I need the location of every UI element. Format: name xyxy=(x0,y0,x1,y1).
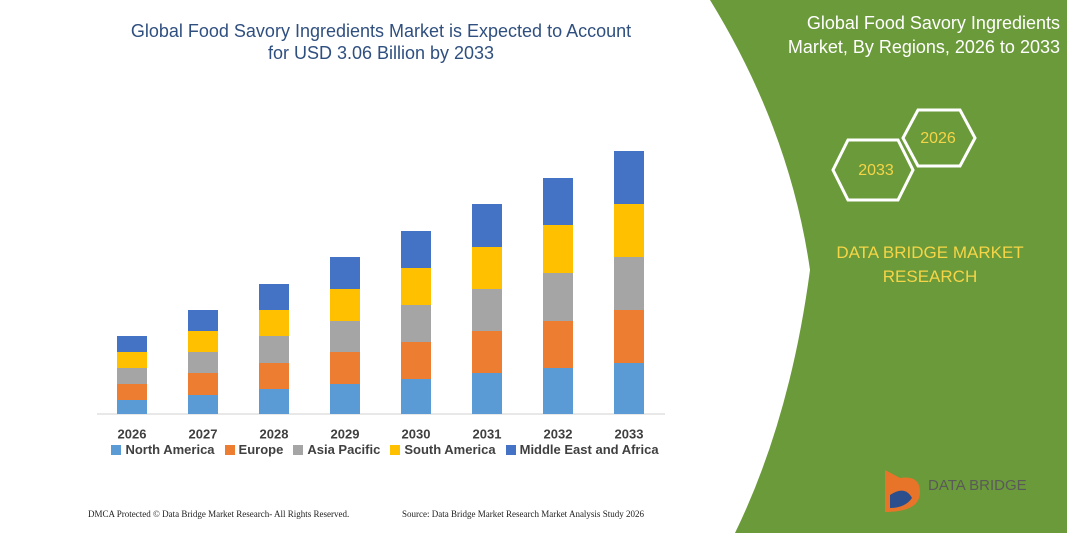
bar-segment xyxy=(614,204,644,257)
bar-segment xyxy=(543,273,573,321)
panel-title: Global Food Savory Ingredients Market, B… xyxy=(787,13,1060,57)
bar-segment xyxy=(330,289,360,321)
bar-segment xyxy=(401,342,431,379)
bar-segment xyxy=(330,257,360,289)
bar-segment xyxy=(614,257,644,310)
bar-segment xyxy=(188,352,218,373)
legend-swatch xyxy=(293,444,304,455)
bar-segment xyxy=(472,204,502,247)
legend-label: South America xyxy=(404,442,496,457)
legend-item: Middle East and Africa xyxy=(505,442,659,457)
footer-left: DMCA Protected © Data Bridge Market Rese… xyxy=(88,509,350,519)
legend-item: Asia Pacific xyxy=(293,442,380,457)
bar-segment xyxy=(188,395,218,414)
x-tick-label: 2028 xyxy=(260,426,289,441)
bar-segment xyxy=(259,284,289,310)
logo-text: DATA BRIDGE xyxy=(928,477,1027,494)
bar-segment xyxy=(188,310,218,331)
hex-label: 2026 xyxy=(920,130,956,147)
legend-label: Middle East and Africa xyxy=(519,442,659,457)
legend-swatch xyxy=(111,444,122,455)
bar-segment xyxy=(401,305,431,342)
bar-segment xyxy=(401,379,431,414)
legend-item: North America xyxy=(111,442,215,457)
bar-segment xyxy=(117,368,147,384)
bar-segment xyxy=(188,331,218,352)
footer-right: Source: Data Bridge Market Research Mark… xyxy=(402,509,644,519)
hexagon xyxy=(831,138,915,202)
x-tick-label: 2033 xyxy=(615,426,644,441)
legend-label: North America xyxy=(125,442,215,457)
bar-segment xyxy=(614,151,644,204)
bar-segment xyxy=(543,225,573,273)
x-tick-label: 2027 xyxy=(189,426,218,441)
bar-segment xyxy=(401,231,431,268)
bar-segment xyxy=(472,247,502,289)
logo: DATA BRIDGE xyxy=(885,470,1027,512)
bar-segment xyxy=(472,289,502,331)
legend-label: Asia Pacific xyxy=(307,442,381,457)
bar-segment xyxy=(259,363,289,389)
chart-title: Global Food Savory Ingredients Market is… xyxy=(130,21,632,63)
legend-label: Europe xyxy=(238,442,284,457)
bar-segment xyxy=(472,373,502,414)
bar-segment xyxy=(543,321,573,368)
bar-segment xyxy=(259,389,289,414)
x-tick-label: 2026 xyxy=(118,426,147,441)
bar-segment xyxy=(330,352,360,384)
bar-segment xyxy=(117,336,147,352)
brand-text: DATA BRIDGE MARKET RESEARCH xyxy=(836,243,1024,286)
bar-segment xyxy=(259,310,289,336)
x-tick-label: 2030 xyxy=(402,426,431,441)
legend-item: Europe xyxy=(224,442,284,457)
legend: North America Europe Asia Pacific South Ame… xyxy=(60,442,710,457)
bar-segment xyxy=(259,336,289,363)
x-tick-label: 2032 xyxy=(544,426,573,441)
green-panel xyxy=(710,0,1067,533)
bar-segment xyxy=(188,373,218,395)
bar-segment xyxy=(117,400,147,414)
bar-segment xyxy=(330,321,360,352)
bar-segment xyxy=(543,368,573,414)
bar-segment xyxy=(117,352,147,368)
legend-swatch xyxy=(224,444,235,455)
x-tick-label: 2031 xyxy=(473,426,502,441)
bar-segment xyxy=(614,363,644,414)
bar-segment xyxy=(543,178,573,225)
bar-segment xyxy=(117,384,147,400)
logo-mark xyxy=(890,490,912,508)
bar-segment xyxy=(401,268,431,305)
bar-segment xyxy=(472,331,502,373)
hexagon xyxy=(901,108,977,168)
legend-swatch xyxy=(390,444,401,455)
legend-item: South America xyxy=(390,442,496,457)
hex-label: 2033 xyxy=(858,162,894,179)
bar-segment xyxy=(614,310,644,363)
x-tick-label: 2029 xyxy=(331,426,360,441)
legend-swatch xyxy=(505,444,516,455)
bar-segment xyxy=(330,384,360,414)
